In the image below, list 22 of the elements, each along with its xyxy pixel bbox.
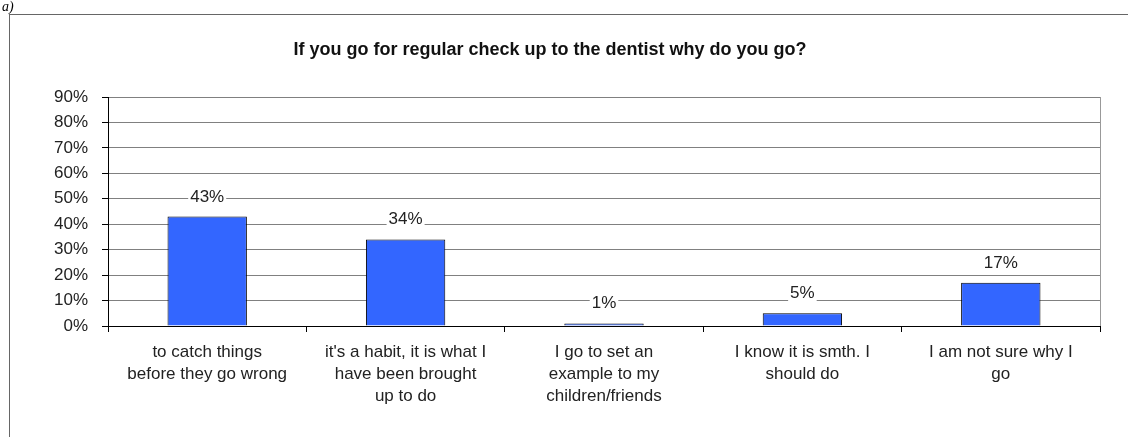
y-tick-label: 70% bbox=[53, 137, 88, 157]
y-tick-label: 60% bbox=[53, 163, 88, 183]
x-tick-label: it's a habit, it is what I have been brought up to do bbox=[325, 341, 487, 405]
text: a) bbox=[2, 0, 14, 14]
y-tick-label: 90% bbox=[53, 86, 88, 106]
x-tick-label: I know it is smth. I should do bbox=[734, 341, 870, 383]
y-tick-label: 80% bbox=[53, 112, 88, 132]
y-tick-label: 30% bbox=[53, 239, 88, 259]
x-tick-label: to catch things before they go wrong bbox=[127, 341, 288, 383]
data-label: 43% bbox=[190, 186, 225, 206]
chart-title: If you go for regular check up to the dentist why do you go? bbox=[293, 38, 807, 59]
y-tick-label: 40% bbox=[53, 213, 88, 233]
y-tick-label: 20% bbox=[53, 264, 88, 284]
x-tick-label: I am not sure why I go bbox=[928, 341, 1073, 383]
y-tick-label: 0% bbox=[63, 315, 88, 335]
data-label: 5% bbox=[790, 283, 815, 303]
data-label: 34% bbox=[388, 209, 423, 229]
x-tick-label: I go to set an example to my children/friends bbox=[546, 341, 662, 405]
data-label: 1% bbox=[591, 293, 617, 313]
data-label: 17% bbox=[983, 252, 1018, 272]
y-tick-label: 10% bbox=[53, 290, 88, 310]
y-tick-label: 50% bbox=[53, 188, 88, 208]
